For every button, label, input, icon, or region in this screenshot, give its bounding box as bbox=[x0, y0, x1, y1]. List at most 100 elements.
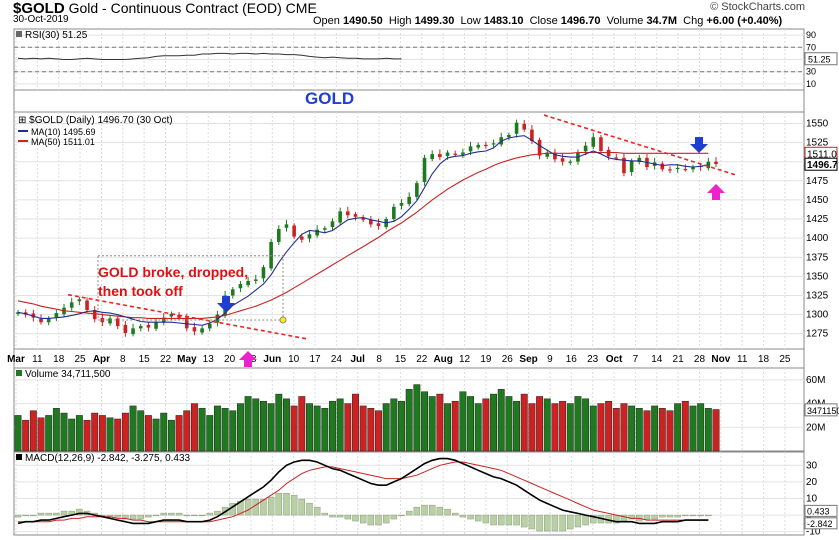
ma10-line bbox=[17, 135, 709, 326]
price-candle bbox=[330, 221, 335, 228]
volume-bar bbox=[482, 398, 490, 452]
macd-histogram-bar bbox=[76, 508, 83, 516]
price-candle bbox=[622, 157, 626, 174]
volume-bar bbox=[413, 384, 421, 452]
price-tick-label: 1400 bbox=[806, 233, 829, 244]
macd-histogram-bar bbox=[114, 514, 121, 518]
volume-bar bbox=[359, 405, 367, 452]
volume-bar bbox=[106, 417, 114, 452]
x-tick-label: 21 bbox=[673, 354, 685, 365]
chg-label: Chg bbox=[683, 15, 704, 27]
volume-bar bbox=[497, 389, 505, 452]
price-candle bbox=[192, 327, 197, 332]
macd-title: MACD(12,26,9) -2.842, -3.275, 0.433 bbox=[25, 453, 191, 464]
volume-bar bbox=[513, 400, 521, 452]
macd-histogram-bar bbox=[313, 506, 321, 516]
macd-line bbox=[17, 457, 709, 525]
price-candle bbox=[338, 211, 342, 223]
price-candle bbox=[54, 313, 59, 318]
macd-histogram-bar bbox=[22, 514, 29, 517]
price-candle bbox=[430, 154, 434, 160]
macd-histogram-bar bbox=[145, 514, 152, 518]
macd-histogram-bar bbox=[137, 514, 144, 520]
volume-bar bbox=[260, 400, 267, 452]
macd-histogram-bar bbox=[191, 514, 198, 517]
price-tick-label: 1300 bbox=[806, 310, 829, 321]
volume-bar bbox=[559, 400, 567, 452]
volume-title: Volume 34,711,500 bbox=[25, 369, 111, 380]
rsi-legend-swatch bbox=[16, 31, 22, 37]
price-candle bbox=[238, 284, 243, 289]
price-candle bbox=[468, 146, 473, 152]
macd-histogram-bar bbox=[375, 514, 382, 526]
rsi-title: RSI(30) 51.25 bbox=[25, 30, 88, 41]
price-candle bbox=[614, 157, 619, 159]
macd-histogram-bar bbox=[551, 514, 559, 532]
price-candle bbox=[522, 123, 527, 130]
volume-bar bbox=[352, 393, 359, 452]
x-tick-label: 15 bbox=[395, 354, 407, 365]
price-candle bbox=[361, 217, 365, 220]
pink-arrow-oct bbox=[707, 184, 725, 200]
brand-watermark: © StockCharts.com bbox=[710, 1, 805, 13]
macd-histogram-bar bbox=[14, 514, 22, 518]
chg-value: +6.00 (+0.40%) bbox=[706, 15, 783, 27]
volume-bar bbox=[436, 393, 444, 452]
macd-legend-swatch bbox=[16, 454, 22, 460]
price-candle bbox=[108, 318, 112, 324]
volume-bar bbox=[474, 403, 482, 452]
price-candle bbox=[484, 144, 488, 147]
macd-tick-label: -10 bbox=[806, 527, 821, 538]
price-candle bbox=[154, 322, 158, 329]
macd-histogram-bar bbox=[290, 494, 298, 516]
rsi-line bbox=[17, 52, 402, 60]
price-candle bbox=[568, 161, 573, 163]
rsi-tick-label: 10 bbox=[806, 79, 816, 89]
macd-histogram-bar bbox=[129, 514, 137, 520]
macd-histogram-bar bbox=[198, 514, 206, 517]
volume-bar bbox=[398, 400, 405, 452]
price-candle bbox=[146, 324, 151, 328]
macd-histogram-bar bbox=[359, 514, 367, 524]
volume-bar bbox=[98, 415, 106, 452]
chart-title: $GOLD Gold - Continuous Contract (EOD) C… bbox=[13, 0, 317, 17]
x-tick-label: Apr bbox=[93, 354, 110, 365]
volume-bar bbox=[551, 403, 559, 452]
macd-histogram-bar bbox=[428, 504, 436, 516]
macd-histogram-bar bbox=[682, 514, 689, 517]
breakout-box bbox=[97, 255, 284, 321]
macd-histogram-bar bbox=[405, 510, 413, 516]
volume-bar bbox=[582, 398, 590, 452]
x-tick-label: 8 bbox=[120, 354, 126, 365]
volume-bar bbox=[336, 398, 344, 452]
volume-bar bbox=[536, 396, 544, 452]
ma10-legend: MA(10) 1495.69 bbox=[31, 127, 96, 137]
x-tick-label: 11 bbox=[737, 354, 748, 365]
trendline-fall bbox=[543, 114, 736, 176]
close-label: Close bbox=[529, 15, 558, 27]
x-tick-label: 11 bbox=[32, 354, 43, 365]
price-candle bbox=[246, 280, 250, 286]
x-tick-label: 28 bbox=[694, 354, 706, 365]
macd-histogram-bar bbox=[122, 514, 129, 520]
price-candle bbox=[376, 223, 381, 226]
breakout-marker bbox=[279, 316, 287, 324]
price-candle bbox=[445, 152, 450, 156]
macd-histogram-bar bbox=[321, 512, 329, 516]
x-tick-label: 8 bbox=[376, 354, 382, 365]
price-candle bbox=[553, 152, 557, 160]
x-tick-label: 10 bbox=[288, 354, 300, 365]
macd-histogram-bar bbox=[574, 514, 582, 528]
volume-bar bbox=[375, 410, 382, 452]
price-candle bbox=[353, 214, 358, 217]
date-axis-strip bbox=[13, 348, 805, 369]
exchange: CME bbox=[285, 0, 317, 16]
price-candle bbox=[583, 145, 588, 152]
macd-histogram-bar bbox=[390, 514, 398, 520]
gold-title: GOLD bbox=[305, 89, 354, 108]
price-candle bbox=[599, 137, 603, 151]
macd-histogram-bar bbox=[559, 514, 566, 532]
price-candle bbox=[407, 196, 411, 205]
volume-bar bbox=[490, 393, 498, 452]
macd-histogram-bar bbox=[544, 514, 551, 532]
